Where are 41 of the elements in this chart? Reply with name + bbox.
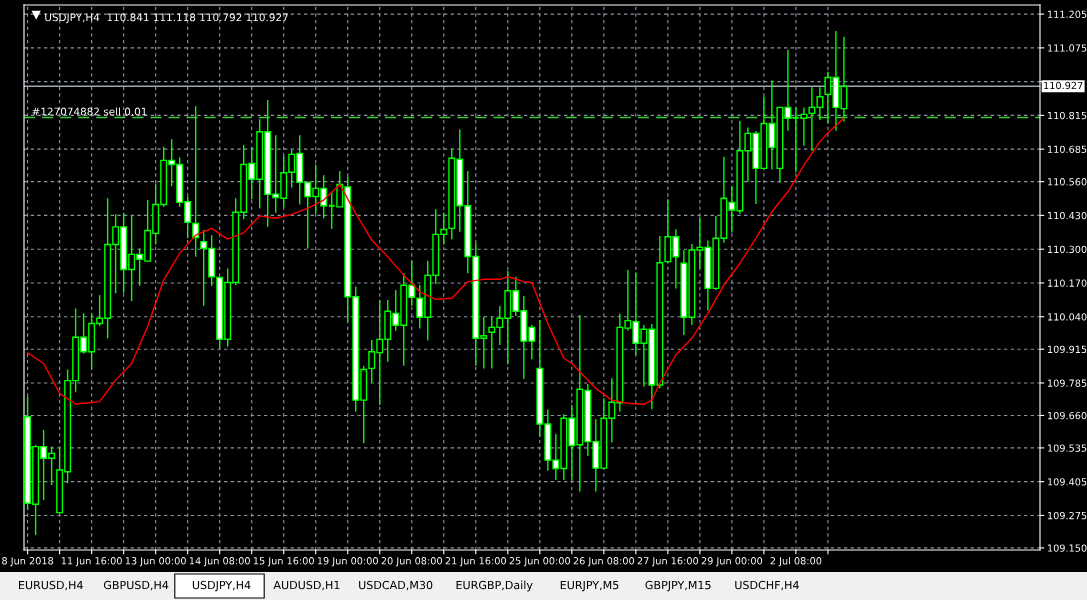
y-tick-label: 110.430: [1048, 211, 1087, 220]
text: USDCHF,H4: [735, 580, 799, 591]
y-tick-label: 109.275: [1048, 511, 1087, 520]
x-tick-label: 14 Jun 08:00: [189, 557, 250, 567]
x-tick-label: 13 Jun 00:00: [125, 557, 186, 567]
y-tick-label: 110.300: [1048, 245, 1087, 254]
x-tick-label: 21 Jun 16:00: [445, 557, 507, 567]
y-tick-label: 109.785: [1048, 379, 1087, 387]
x-tick-label: 2 Jul 08:00: [770, 556, 822, 567]
x-tick-label: 25 Jun 00:00: [509, 557, 571, 567]
x-tick-label: 19 Jun 00:00: [317, 557, 378, 567]
x-tick-label: 29 Jun 00:00: [701, 557, 763, 567]
y-tick-label: 109.915: [1048, 345, 1087, 354]
x-tick-label: 20 Jun 08:00: [381, 557, 442, 567]
text: EURUSD,H4: [19, 580, 83, 591]
y-tick-label: 111.205: [1048, 10, 1087, 18]
x-tick-label: 11 Jun 16:00: [61, 557, 122, 567]
text: AUDUSD,H1: [273, 580, 340, 591]
y-tick-label: 109.660: [1048, 411, 1087, 420]
text: EURGBP,Daily: [456, 580, 533, 592]
x-tick-label: 15 Jun 16:00: [253, 557, 314, 567]
y-tick-label: 111.075: [1048, 44, 1087, 52]
text: GBPJPY,M15: [645, 580, 711, 592]
ref-line-label: #127074882 sell 0.01: [32, 107, 147, 116]
y-tick-label: 110.685: [1048, 145, 1087, 153]
y-tick-label: 110.170: [1048, 279, 1087, 287]
y-tick-label: 110.040: [1048, 313, 1087, 321]
y-tick-label: 109.535: [1048, 444, 1087, 452]
x-tick-label: 8 Jun 2018: [2, 557, 54, 567]
ref-line-label: 110.927: [1044, 81, 1083, 90]
x-tick-label: 27 Jun 16:00: [637, 557, 699, 567]
text: EURJPY,M5: [560, 580, 619, 592]
x-tick-label: 26 Jun 08:00: [573, 557, 635, 567]
text: USDJPY,H4: [192, 580, 251, 592]
text: GBPUSD,H4: [103, 580, 169, 591]
text: USDJPY,H4 110.841 111.118 110.792 110.927: [45, 13, 288, 24]
y-tick-label: 110.560: [1048, 178, 1087, 186]
y-tick-label: 109.150: [1048, 544, 1087, 552]
y-tick-label: 110.815: [1048, 111, 1087, 120]
text: USDCAD,M30: [359, 580, 433, 591]
y-tick-label: 109.405: [1048, 478, 1087, 486]
